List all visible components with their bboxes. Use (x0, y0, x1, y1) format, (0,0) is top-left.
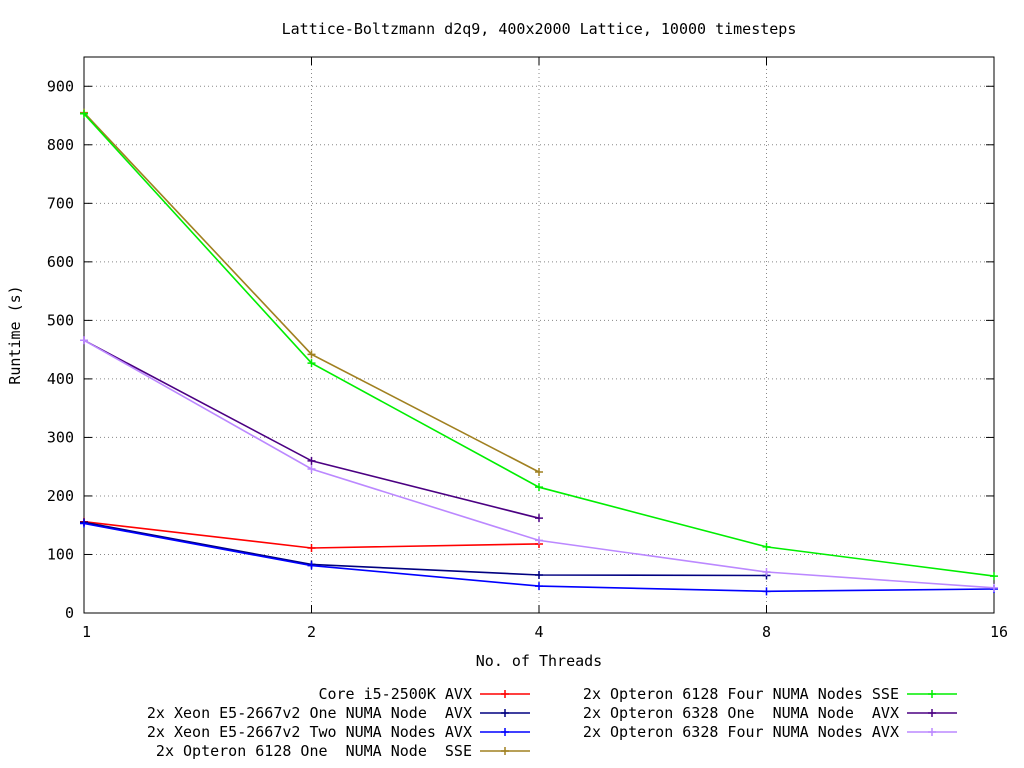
series-line (83, 521, 767, 577)
legend-item: Core i5-2500K AVX (318, 685, 530, 703)
legend-label: 2x Opteron 6128 One NUMA Node SSE (156, 742, 472, 760)
data-point (535, 483, 543, 492)
chart-title: Lattice-Boltzmann d2q9, 400x2000 Lattice… (282, 20, 797, 38)
y-tick-label: 900 (47, 77, 74, 95)
y-tick-label: 600 (47, 253, 74, 271)
data-point (990, 583, 998, 592)
legend-item: 2x Opteron 6328 One NUMA Node AVX (583, 704, 957, 722)
y-tick-label: 300 (47, 428, 74, 446)
data-point (535, 514, 543, 523)
data-point (762, 587, 771, 596)
y-tick-label: 200 (47, 487, 74, 505)
data-point (535, 582, 543, 591)
x-tick-label: 8 (762, 623, 771, 641)
legend-label: 2x Opteron 6328 Four NUMA Nodes AVX (583, 723, 899, 741)
legend-label: 2x Opteron 6128 Four NUMA Nodes SSE (583, 685, 899, 703)
legend-label: 2x Opteron 6328 One NUMA Node AVX (583, 704, 899, 722)
y-tick-label: 800 (47, 136, 74, 154)
legend-marker (501, 709, 509, 717)
data-point (80, 336, 88, 345)
y-tick-label: 700 (47, 194, 74, 212)
x-axis-label: No. of Threads (476, 652, 602, 670)
legend-label: 2x Xeon E5-2667v2 One NUMA Node AVX (147, 704, 472, 722)
y-axis-label: Runtime (s) (6, 285, 24, 384)
x-tick-label: 16 (990, 623, 1008, 641)
series-5 (80, 109, 998, 581)
legend-marker (501, 728, 509, 736)
legend-label: Core i5-2500K AVX (318, 685, 472, 703)
series-4 (80, 108, 543, 476)
x-tick-label: 2 (307, 623, 316, 641)
data-point (307, 561, 316, 570)
x-axis-ticks: 1 2 4 8 16 (82, 57, 1008, 641)
data-point (307, 359, 316, 368)
y-tick-label: 400 (47, 370, 74, 388)
x-tick-label: 4 (534, 623, 543, 641)
series-line (83, 113, 995, 577)
grid (84, 57, 994, 613)
y-axis-ticks: 0 100 200 300 400 500 600 700 800 900 (47, 77, 994, 622)
data-point (535, 467, 543, 476)
y-tick-label: 0 (65, 604, 74, 622)
series-7 (80, 336, 998, 592)
legend-item: 2x Opteron 6328 Four NUMA Nodes AVX (583, 723, 957, 741)
legend-item: 2x Xeon E5-2667v2 Two NUMA Nodes AVX (147, 723, 530, 741)
legend-label: 2x Xeon E5-2667v2 Two NUMA Nodes AVX (147, 723, 472, 741)
data-point (307, 544, 316, 553)
data-point (80, 109, 88, 118)
data-point (990, 572, 998, 581)
legend-marker (501, 690, 509, 698)
data-point (307, 350, 316, 359)
data-point (307, 456, 316, 465)
data-point (762, 542, 771, 551)
legend-marker (501, 747, 509, 755)
data-point (535, 536, 543, 545)
data-point (307, 465, 316, 474)
series-3 (80, 519, 998, 596)
legend-item: 2x Opteron 6128 Four NUMA Nodes SSE (583, 685, 957, 703)
legend-marker (928, 690, 936, 698)
x-tick-label: 1 (82, 623, 91, 641)
series-line (83, 112, 540, 473)
data-point (80, 519, 88, 528)
legend-item: 2x Opteron 6128 One NUMA Node SSE (156, 742, 530, 760)
y-tick-label: 100 (47, 545, 74, 563)
data-point (535, 570, 543, 579)
data-point (762, 568, 771, 577)
y-tick-label: 500 (47, 311, 74, 329)
series-layer (80, 108, 998, 596)
legend-item: 2x Xeon E5-2667v2 One NUMA Node AVX (147, 704, 530, 722)
legend-marker (928, 728, 936, 736)
legend-marker (928, 709, 936, 717)
series-2 (80, 518, 771, 580)
